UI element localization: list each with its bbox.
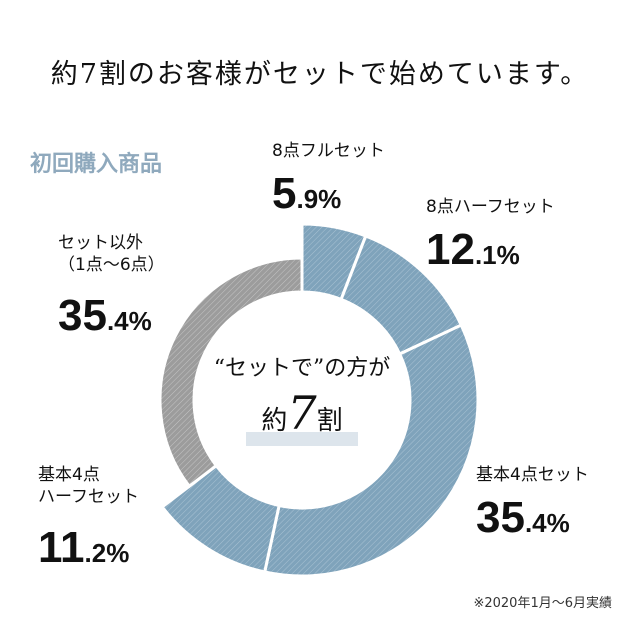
center-big: 7 <box>287 386 317 440</box>
headline: 約7割のお客様がセットで始めています。 <box>50 59 590 90</box>
label-basic-set: 基本4点セット <box>476 465 589 485</box>
value-full-set: 5.9% <box>272 169 342 218</box>
section-title: 初回購入商品 <box>30 152 163 177</box>
center-suffix: 割 <box>316 406 343 436</box>
label-non-set: セット以外 （1点〜6点） <box>58 233 165 275</box>
label-full-set: 8点フルセット <box>272 141 385 161</box>
footnote: ※2020年1月〜6月実績 <box>473 596 612 611</box>
donut-slice-2 <box>262 323 480 578</box>
donut-slice-4 <box>158 256 304 489</box>
center-value: 約7割 <box>240 386 364 440</box>
value-non-set: 35.4% <box>58 291 152 340</box>
center-prefix: 約 <box>261 406 288 436</box>
value-basic-half-set: 11.2% <box>38 523 130 572</box>
center-highlight <box>246 432 358 446</box>
value-basic-set: 35.4% <box>476 493 570 542</box>
label-half-set: 8点ハーフセット <box>426 197 555 217</box>
label-basic-half-set: 基本4点 ハーフセット <box>38 465 139 507</box>
center-caption: “セットで”の方が <box>213 356 391 381</box>
value-half-set: 12.1% <box>426 225 520 274</box>
donut-slice-3 <box>160 463 281 574</box>
